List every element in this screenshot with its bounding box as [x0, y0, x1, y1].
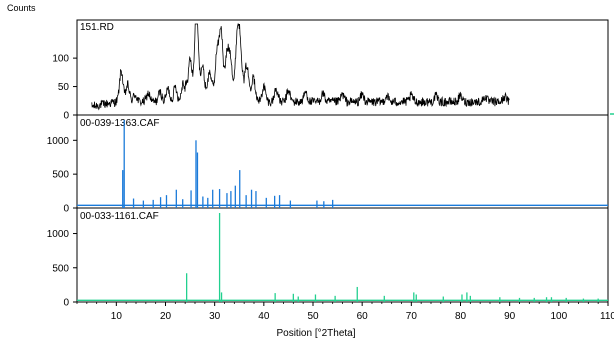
- y-tick-label: 1000: [47, 136, 70, 147]
- y-axis-label: Counts: [7, 3, 36, 13]
- panel-label: 151.RD: [80, 22, 114, 33]
- y-tick-label: 500: [52, 170, 69, 181]
- x-axis-label: Position [°2Theta]: [276, 328, 355, 339]
- x-tick-label: 70: [406, 311, 418, 322]
- y-tick-label: 0: [63, 298, 69, 309]
- y-tick-label: 50: [58, 82, 70, 93]
- x-tick-label: 30: [209, 311, 221, 322]
- x-tick-label: 80: [455, 311, 467, 322]
- panel-label: 00-033-1161.CAF: [80, 211, 159, 222]
- plot-frame: [76, 19, 609, 303]
- y-tick-label: 0: [63, 111, 69, 122]
- x-tick-label: 40: [258, 311, 270, 322]
- x-tick-label: 20: [160, 311, 172, 322]
- x-tick-label: 10: [111, 311, 123, 322]
- x-tick-label: 50: [307, 311, 319, 322]
- x-tick-label: 110: [600, 311, 614, 322]
- panel-label: 00-039-1363.CAF: [80, 118, 160, 129]
- measured-pattern-line: [91, 22, 510, 111]
- y-tick-label: 100: [52, 54, 69, 65]
- x-tick-label: 100: [550, 311, 567, 322]
- x-tick-label: 90: [504, 311, 516, 322]
- y-tick-label: 1000: [47, 229, 70, 240]
- y-tick-label: 500: [52, 263, 69, 274]
- y-tick-label: 0: [63, 204, 69, 215]
- x-tick-label: 60: [357, 311, 369, 322]
